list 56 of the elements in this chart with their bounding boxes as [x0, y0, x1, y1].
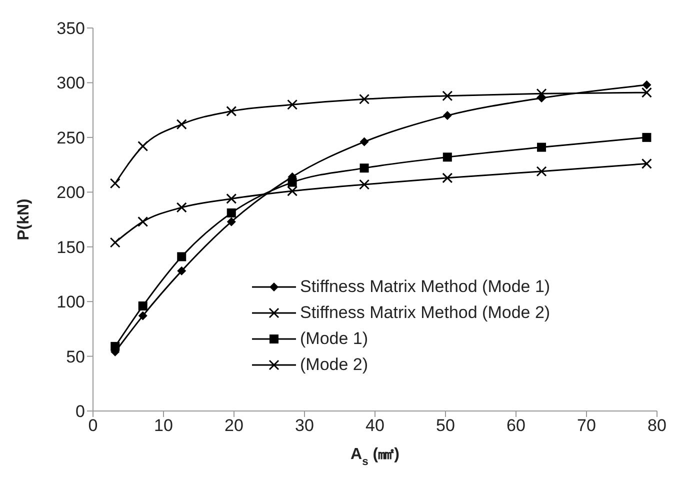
x-tick-label: 0 [88, 416, 98, 436]
y-tick-label: 350 [56, 19, 85, 38]
legend-label: Stiffness Matrix Method (Mode 2) [300, 302, 550, 324]
y-tick-label: 50 [66, 347, 85, 366]
point [642, 80, 652, 90]
x-tick-label: 30 [295, 416, 314, 436]
point [138, 301, 148, 310]
point [287, 186, 298, 196]
y-tick-label: 0 [76, 402, 85, 422]
x-axis-title: A$_{s}$ (㎟) [350, 446, 400, 468]
legend-label: Stiffness Matrix Method (Mode 1) [300, 276, 550, 298]
y-tick-label: 200 [56, 183, 85, 202]
point [177, 252, 186, 262]
point [536, 88, 547, 99]
point [138, 216, 148, 227]
y-tick-label: 300 [56, 74, 85, 93]
point [359, 94, 370, 104]
point [288, 178, 297, 187]
point [359, 179, 370, 190]
point [110, 342, 120, 351]
point [641, 158, 652, 169]
point [138, 140, 148, 152]
y-tick-label: 150 [56, 238, 85, 257]
x-tick-label: 80 [648, 416, 666, 436]
point [226, 106, 237, 116]
point [176, 202, 187, 213]
point [138, 311, 148, 320]
point [110, 178, 120, 189]
x-tick-label: 70 [577, 416, 596, 436]
point [177, 266, 186, 276]
y-tick-label: 250 [56, 128, 85, 148]
x-tick-label: 50 [436, 416, 455, 436]
legend-label: (Mode 2) [300, 354, 368, 376]
point [537, 142, 546, 152]
x-tick-label: 20 [224, 416, 244, 436]
y-tick-label: 100 [56, 292, 85, 312]
point [641, 87, 652, 98]
x-tick-label: 40 [366, 416, 384, 436]
point [110, 237, 120, 248]
point [226, 193, 237, 204]
point [360, 164, 369, 173]
point [442, 111, 452, 120]
point [226, 217, 236, 226]
x-tick-label: 10 [154, 416, 173, 436]
point [442, 152, 452, 162]
point [642, 132, 652, 142]
point [226, 208, 236, 218]
point [442, 90, 453, 102]
x-tick-label: 60 [506, 416, 526, 436]
y-axis-title: P(kN) [16, 198, 33, 240]
point [176, 119, 187, 130]
point [360, 137, 369, 146]
point [536, 166, 547, 177]
point [287, 99, 298, 110]
point [442, 172, 453, 184]
legend-label: (Mode 1) [300, 328, 368, 350]
